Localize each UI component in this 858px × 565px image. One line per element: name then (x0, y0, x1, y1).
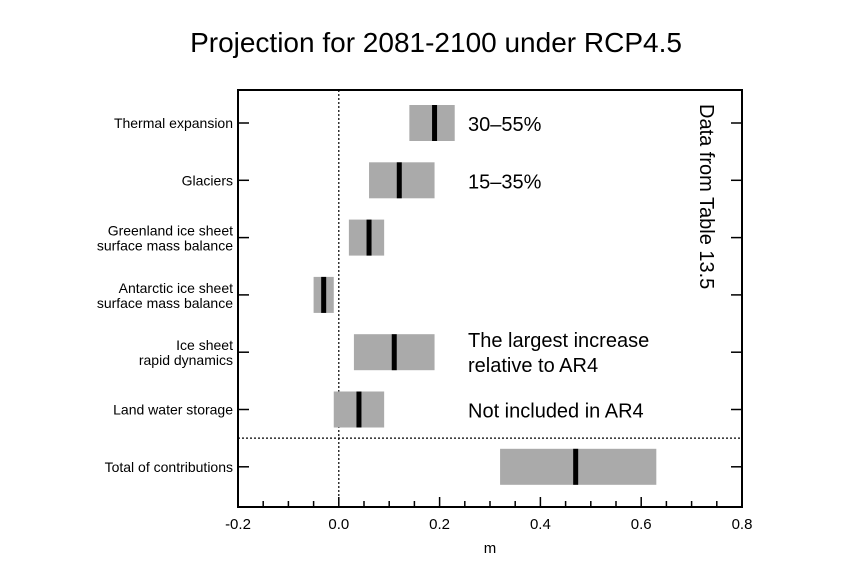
annotation-text: Not included in AR4 (468, 401, 644, 423)
annotation-text: The largest increase (468, 330, 649, 352)
median-marker (321, 276, 327, 313)
range-bar (369, 162, 435, 199)
chart-title: Projection for 2081-2100 under RCP4.5 (190, 27, 682, 58)
annotation-text: 30–55% (468, 114, 542, 136)
x-tick-label: 0.0 (328, 516, 349, 533)
y-tick-label: rapid dynamics (139, 352, 233, 368)
x-tick-label: 0.2 (429, 516, 450, 533)
median-marker (432, 105, 438, 141)
median-marker (396, 162, 402, 199)
y-tick-label: Land water storage (113, 402, 233, 418)
range-bar (500, 448, 657, 485)
range-bar (409, 105, 455, 141)
annotation-text: 15–35% (468, 171, 542, 193)
y-tick-label: Greenland ice sheet (108, 223, 233, 239)
range-bar (348, 219, 385, 256)
x-tick-label: 0.6 (631, 516, 652, 533)
y-tick-label: Ice sheet (176, 337, 233, 353)
x-axis-label: m (484, 540, 497, 557)
side-note: Data from Table 13.5 (695, 104, 717, 289)
y-tick-label: surface mass balance (97, 238, 233, 254)
y-tick-label: surface mass balance (97, 295, 233, 311)
median-marker (391, 334, 397, 371)
annotation-text: relative to AR4 (468, 355, 598, 377)
median-marker (356, 391, 362, 428)
x-tick-label: 0.4 (530, 516, 551, 533)
plot-area: -0.2 0.0 0.2 0.4 0.6 0.8 Thermal expansion Glac… (97, 89, 753, 533)
y-tick-label: Total of contributions (105, 459, 233, 475)
median-marker (573, 448, 579, 485)
y-tick-label: Glaciers (182, 172, 233, 188)
x-tick-label: -0.2 (225, 516, 251, 533)
median-marker (366, 219, 372, 256)
y-tick-label: Antarctic ice sheet (119, 280, 233, 296)
x-tick-label: 0.8 (732, 516, 753, 533)
y-tick-label: Thermal expansion (114, 115, 233, 131)
